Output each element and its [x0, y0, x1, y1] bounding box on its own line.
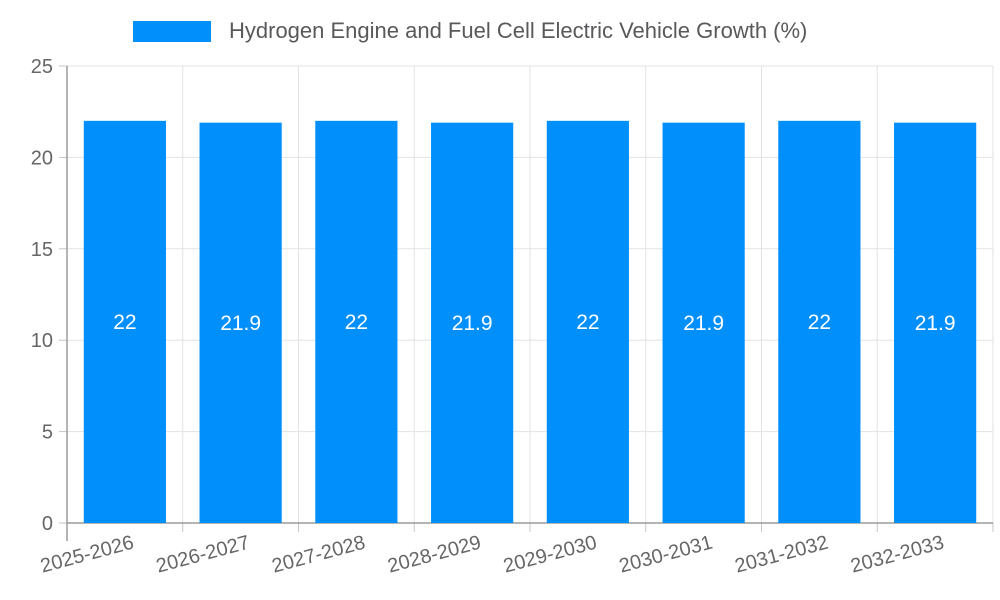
bar-value-label: 21.9 — [683, 312, 724, 335]
bar-2030-2031[interactable] — [662, 122, 745, 523]
x-axis-category-label: 2032-2033 — [848, 532, 946, 578]
bar-value-label: 22 — [113, 311, 136, 334]
bar-value-label: 21.9 — [452, 312, 493, 335]
bar-2025-2026[interactable] — [83, 120, 166, 523]
bar-2028-2029[interactable] — [431, 122, 514, 523]
bar-2029-2030[interactable] — [546, 120, 629, 523]
x-axis-category-label: 2028-2029 — [385, 532, 483, 578]
bar-value-label: 22 — [345, 311, 368, 334]
x-axis-category-label: 2025-2026 — [38, 532, 136, 578]
bar-2027-2028[interactable] — [315, 120, 398, 523]
x-axis-category-label: 2030-2031 — [617, 532, 715, 578]
x-axis-category-label: 2026-2027 — [154, 532, 252, 578]
y-axis-tick-label: 25 — [31, 56, 53, 78]
legend-label[interactable]: Hydrogen Engine and Fuel Cell Electric V… — [229, 18, 808, 43]
bar-2026-2027[interactable] — [199, 122, 282, 523]
legend-swatch[interactable] — [133, 20, 211, 42]
y-axis-tick-label: 0 — [42, 513, 53, 535]
x-axis-category-label: 2027-2028 — [270, 532, 368, 578]
y-axis-tick-label: 20 — [31, 147, 53, 169]
bar-2031-2032[interactable] — [778, 120, 861, 523]
chart-legend[interactable]: Hydrogen Engine and Fuel Cell Electric V… — [133, 18, 807, 44]
bar-value-label: 21.9 — [220, 312, 261, 335]
bar-value-label: 22 — [808, 311, 831, 334]
bar-value-label: 22 — [576, 311, 599, 334]
x-axis-category-label: 2029-2030 — [501, 532, 599, 578]
bar-2032-2033[interactable] — [894, 122, 977, 523]
y-axis-tick-label: 10 — [31, 330, 53, 352]
y-axis-tick-label: 15 — [31, 239, 53, 261]
bar-value-label: 21.9 — [915, 312, 956, 335]
x-axis-category-label: 2031-2032 — [733, 532, 831, 578]
y-axis-tick-label: 5 — [42, 422, 53, 444]
